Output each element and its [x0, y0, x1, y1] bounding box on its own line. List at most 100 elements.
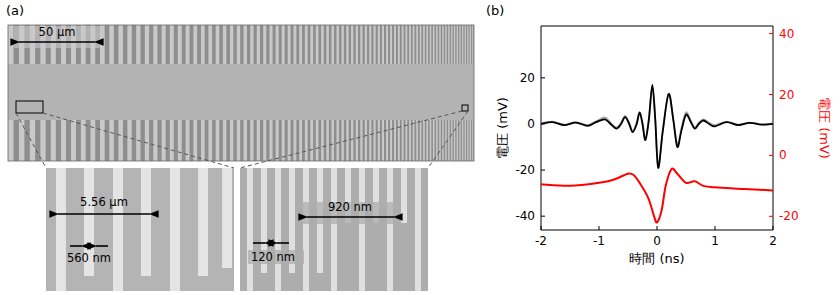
finger	[472, 120, 473, 161]
y2-tick	[769, 94, 773, 95]
x-tick	[599, 226, 600, 230]
finger	[386, 120, 388, 161]
sem-overview: 50 µm	[8, 25, 474, 161]
finger	[178, 25, 182, 64]
finger	[378, 25, 380, 64]
finger	[351, 120, 353, 161]
x-tick	[657, 226, 658, 230]
finger	[436, 25, 438, 64]
finger	[250, 25, 253, 64]
finger	[230, 120, 233, 161]
dimension-arrow	[70, 245, 82, 247]
finger	[216, 120, 220, 161]
x-tick-label: 2	[769, 234, 777, 248]
finger	[40, 120, 45, 161]
finger	[263, 120, 266, 161]
finger	[145, 120, 149, 161]
finger	[247, 168, 253, 291]
series-line	[541, 169, 773, 223]
finger	[451, 25, 452, 64]
finger	[244, 25, 247, 64]
finger	[91, 120, 96, 161]
zoom-box	[16, 101, 43, 113]
finger	[459, 120, 460, 161]
y2-tick	[769, 33, 773, 34]
finger	[316, 25, 319, 64]
finger	[433, 25, 435, 64]
finger	[145, 25, 149, 64]
finger	[326, 25, 329, 64]
finger	[193, 25, 197, 64]
finger	[223, 25, 227, 64]
finger	[402, 120, 404, 161]
zoom-box	[462, 105, 468, 111]
y-tick-label: 20	[520, 71, 535, 85]
zoom-connector	[240, 111, 462, 168]
dimension-arrow	[19, 41, 95, 43]
finger	[316, 120, 319, 161]
sem-zoom-left: 5.56 µm560 nm	[46, 168, 234, 291]
finger	[398, 25, 400, 64]
x-tick	[541, 226, 542, 230]
finger	[413, 120, 415, 161]
finger	[374, 25, 376, 64]
finger	[61, 120, 66, 161]
dimension-arrow	[96, 245, 108, 247]
finger	[257, 25, 260, 64]
panel-label: (b)	[486, 3, 504, 18]
finger	[430, 120, 432, 161]
finger	[257, 120, 260, 161]
finger	[141, 168, 151, 276]
finger	[442, 120, 443, 161]
finger	[127, 25, 131, 64]
y2-axis-title: 電圧 (mV)	[817, 97, 832, 159]
finger	[390, 25, 392, 64]
finger	[467, 120, 468, 161]
finger	[336, 25, 338, 64]
finger	[198, 168, 208, 276]
x-tick	[773, 226, 774, 230]
finger	[136, 25, 140, 64]
finger	[222, 168, 232, 268]
finger	[81, 120, 86, 161]
finger	[170, 25, 174, 64]
finger	[118, 25, 122, 64]
scale-bar-bg	[14, 26, 100, 48]
finger	[118, 120, 122, 161]
y2-tick-label: 40	[779, 27, 794, 41]
finger	[170, 120, 174, 161]
finger	[293, 25, 296, 64]
finger	[331, 25, 334, 64]
finger	[436, 120, 438, 161]
finger	[413, 25, 415, 64]
finger	[153, 120, 157, 161]
finger	[430, 25, 432, 64]
finger	[442, 25, 443, 64]
finger	[459, 25, 460, 64]
finger	[369, 120, 371, 161]
finger	[454, 120, 455, 161]
scale-bar-label: 50 µm	[39, 25, 76, 39]
finger	[208, 25, 212, 64]
period-label: 5.56 µm	[80, 195, 128, 209]
finger	[420, 25, 422, 64]
finger	[445, 25, 446, 64]
finger	[201, 120, 205, 161]
dimension-arrow	[58, 213, 150, 215]
finger	[426, 120, 428, 161]
y2-tick-label: 20	[779, 88, 794, 102]
finger	[269, 120, 272, 161]
finger	[282, 25, 285, 64]
finger	[465, 120, 466, 161]
finger	[100, 25, 105, 64]
finger	[462, 25, 463, 64]
finger	[237, 25, 240, 64]
finger	[336, 120, 338, 161]
finger	[288, 25, 291, 64]
finger	[465, 25, 466, 64]
finger	[445, 120, 446, 161]
label-bg	[248, 250, 304, 264]
finger	[439, 120, 441, 161]
y2-axis-line	[773, 26, 774, 230]
finger	[275, 168, 281, 291]
